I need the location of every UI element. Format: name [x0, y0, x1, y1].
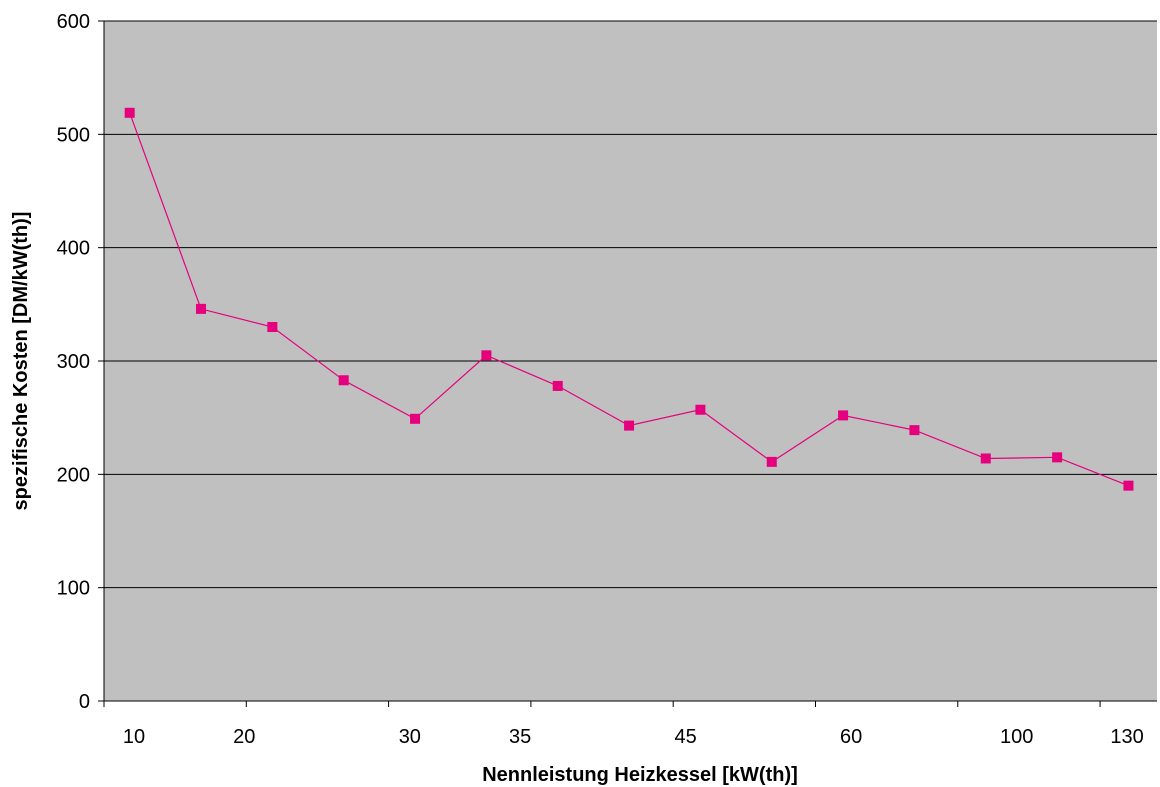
x-tick-label: 45 — [675, 726, 697, 748]
data-point-marker — [980, 453, 991, 464]
gridlines — [104, 20, 1157, 589]
x-tick-label: 60 — [840, 726, 862, 748]
data-point-marker — [1123, 480, 1134, 491]
y-tick-labels: 0 100 200 300 400 500 600 — [57, 11, 90, 713]
y-tick-label: 400 — [57, 238, 90, 260]
data-point-marker — [695, 404, 706, 415]
data-point-marker — [1052, 452, 1063, 463]
x-tick-label: 35 — [509, 726, 531, 748]
y-tick-label: 0 — [79, 691, 90, 713]
x-tick-labels: 10 20 30 35 45 60 100 130 — [123, 726, 1144, 748]
x-tick-label: 10 — [123, 726, 145, 748]
data-point-marker — [552, 380, 563, 391]
data-point-marker — [267, 322, 278, 332]
data-point-marker — [909, 425, 920, 436]
y-tick-label: 600 — [57, 11, 90, 33]
x-axis-title: Nennleistung Heizkessel [kW(th)] — [482, 764, 798, 786]
data-point-marker — [410, 413, 421, 424]
x-tick-label: 30 — [399, 726, 421, 748]
data-point-marker — [624, 420, 635, 431]
y-axis-title: spezifische Kosten [DM/kW(th)] — [10, 212, 32, 511]
y-tick-label: 100 — [57, 578, 90, 600]
data-point-marker — [196, 303, 207, 314]
y-tick-label: 300 — [57, 351, 90, 373]
x-tick-label: 130 — [1110, 726, 1143, 748]
data-point-marker — [338, 375, 349, 386]
data-point-marker — [766, 456, 777, 467]
data-series — [124, 107, 1134, 491]
x-tick-label: 20 — [233, 726, 255, 748]
x-tick-label: 100 — [1000, 726, 1033, 748]
data-point-marker — [124, 107, 135, 118]
data-point-marker — [481, 350, 492, 361]
y-tick-label: 500 — [57, 124, 90, 146]
axes — [98, 20, 1157, 707]
data-point-marker — [838, 410, 849, 421]
y-tick-label: 200 — [57, 464, 90, 486]
